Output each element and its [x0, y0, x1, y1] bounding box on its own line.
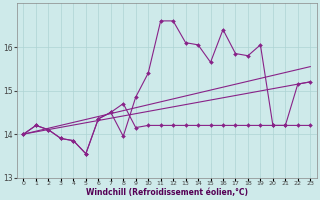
X-axis label: Windchill (Refroidissement éolien,°C): Windchill (Refroidissement éolien,°C): [86, 188, 248, 197]
